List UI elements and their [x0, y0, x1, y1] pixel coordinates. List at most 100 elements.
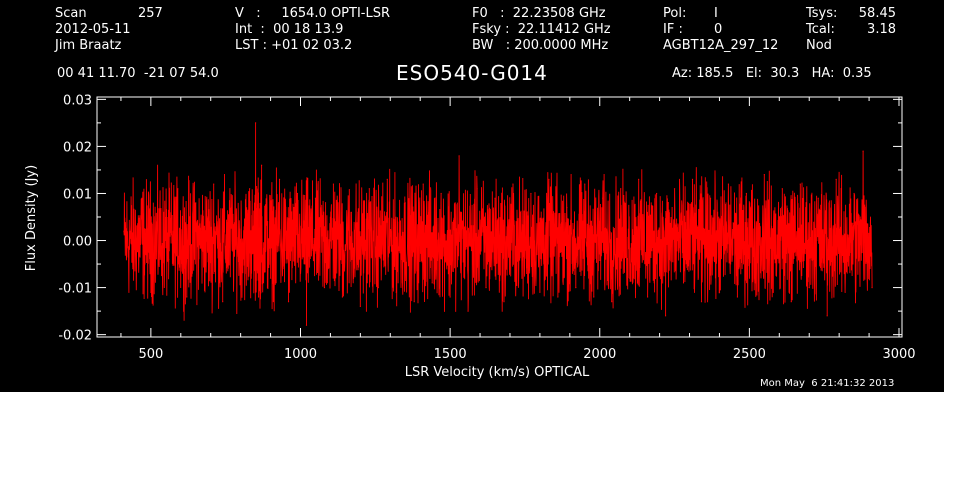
- tsys-label: Tsys:: [806, 6, 838, 21]
- observation-date: 2012-05-11: [55, 22, 131, 37]
- az-el-ha-readout: Az: 185.5 El: 30.3 HA: 0.35: [672, 66, 872, 81]
- spectrum-point: [871, 286, 873, 289]
- y-axis-label: Flux Density (Jy): [24, 165, 39, 271]
- if-label: IF :: [663, 22, 683, 37]
- tsys-value: 58.45: [858, 6, 896, 21]
- spectrum-point: [664, 315, 667, 317]
- spectrum-point: [341, 296, 343, 298]
- spectrum-point: [249, 188, 251, 190]
- spectrum-point: [332, 183, 335, 185]
- y-tick-label: 0.01: [63, 187, 92, 202]
- x-tick-label: 1000: [284, 347, 317, 362]
- spectrum-point: [440, 192, 442, 195]
- spectrum-point: [835, 178, 837, 180]
- velocity-line: V : 1654.0 OPTI-LSR: [235, 6, 391, 21]
- spectrum-point: [413, 301, 415, 303]
- observer-name: Jim Braatz: [55, 38, 122, 53]
- spectrum-point: [467, 310, 469, 312]
- spectrum-point: [629, 277, 631, 279]
- axis-ticks: 500 1000 1500 2000 2500 3000 -0.02 -0.01 0.00 0.0…: [58, 93, 915, 362]
- tcal-label: Tcal:: [806, 22, 835, 37]
- spectrum-point: [566, 206, 568, 209]
- spectrum-point: [512, 183, 514, 185]
- sky-frequency-line: Fsky : 22.11412 GHz: [472, 22, 611, 37]
- spectrum-point: [287, 301, 290, 303]
- lst-line: LST : +01 02 03.2: [235, 38, 353, 53]
- spectrum-point: [700, 301, 703, 303]
- spectrum-point: [255, 122, 257, 124]
- spectrum-point: [132, 268, 134, 270]
- spectrum-point: [602, 197, 604, 199]
- spectrum-plot: 500 1000 1500 2000 2500 3000 -0.02 -0.01 0.00 0.0…: [24, 93, 916, 380]
- integration-line: Int : 00 18 13.9: [235, 22, 344, 37]
- spectrum-point: [853, 192, 855, 195]
- timestamp: Mon May 6 21:41:32 2013: [760, 378, 895, 389]
- spectrum-point: [530, 192, 532, 195]
- spectrum-point: [123, 230, 125, 232]
- spectrum-point: [141, 197, 143, 199]
- y-tick-label: 0.02: [63, 140, 92, 155]
- spectrum-point: [323, 286, 326, 289]
- spectrum-point: [494, 197, 496, 199]
- series-layer: [123, 122, 873, 326]
- spectrum-point: [727, 183, 730, 185]
- spectrum-point: [763, 174, 765, 176]
- spectrum-point: [817, 197, 819, 199]
- spectrum-point: [368, 188, 370, 190]
- spectrum-point: [673, 188, 676, 190]
- spectrum-point: [314, 197, 317, 199]
- tcal-value: 3.18: [867, 22, 896, 37]
- y-tick-label: 0.00: [63, 235, 92, 250]
- y-tick-label: -0.02: [58, 329, 92, 344]
- spectrum-point: [377, 286, 379, 289]
- scan-value: 257: [138, 6, 163, 21]
- polarization-value: I: [714, 6, 718, 21]
- spectrum-point: [718, 291, 721, 293]
- if-value: 0: [714, 22, 723, 37]
- spectrum-point: [231, 206, 233, 209]
- spectrum-point: [204, 254, 206, 256]
- spectrum-point: [521, 277, 523, 279]
- spectrum-point: [593, 296, 595, 298]
- spectrum-point: [186, 296, 188, 298]
- chart-title: ESO540-G014: [396, 61, 548, 85]
- spectrum-point: [485, 286, 487, 289]
- spectrum-point: [449, 296, 451, 298]
- x-tick-label: 3000: [882, 347, 915, 362]
- spectrum-point: [772, 291, 774, 293]
- x-axis-label: LSR Velocity (km/s) OPTICAL: [405, 365, 590, 380]
- spectrum-point: [222, 301, 224, 303]
- spectrum-point: [790, 301, 792, 303]
- rest-frequency-line: F0 : 22.23508 GHz: [472, 6, 606, 21]
- spectrum-point: [257, 296, 260, 298]
- spectrum-point: [691, 178, 694, 180]
- spectrum-point: [278, 178, 281, 180]
- spectrum-point: [557, 296, 559, 298]
- spectrum-point: [799, 183, 801, 185]
- spectrum-point: [548, 178, 550, 180]
- bandwidth-line: BW : 200.0000 MHz: [472, 38, 609, 53]
- x-tick-label: 2500: [733, 347, 766, 362]
- spectrum-point: [213, 183, 215, 185]
- spectrum-point: [195, 202, 197, 204]
- spectrum-point: [240, 268, 242, 270]
- source-coordinates: 00 41 11.70 -21 07 54.0: [57, 66, 219, 81]
- spectrum-point: [150, 291, 152, 293]
- x-tick-label: 2000: [583, 347, 616, 362]
- spectrum-point: [503, 301, 505, 303]
- spectrum-point: [386, 178, 388, 180]
- spectrum-point: [575, 286, 577, 289]
- spectrum-point: [745, 192, 747, 195]
- observing-mode: Nod: [806, 38, 832, 53]
- spectrum-point: [305, 324, 308, 326]
- spectrum-point: [656, 192, 658, 195]
- spectrum-point: [754, 282, 756, 284]
- spectrum-point: [476, 188, 478, 190]
- spectrum-point: [844, 291, 846, 293]
- project-id: AGBT12A_297_12: [663, 38, 779, 53]
- spectrum-point: [404, 202, 406, 204]
- polarization-label: Pol:: [663, 6, 687, 21]
- spectrum-point: [296, 192, 299, 195]
- spectrum-point: [431, 282, 433, 284]
- spectrum-point: [269, 277, 272, 279]
